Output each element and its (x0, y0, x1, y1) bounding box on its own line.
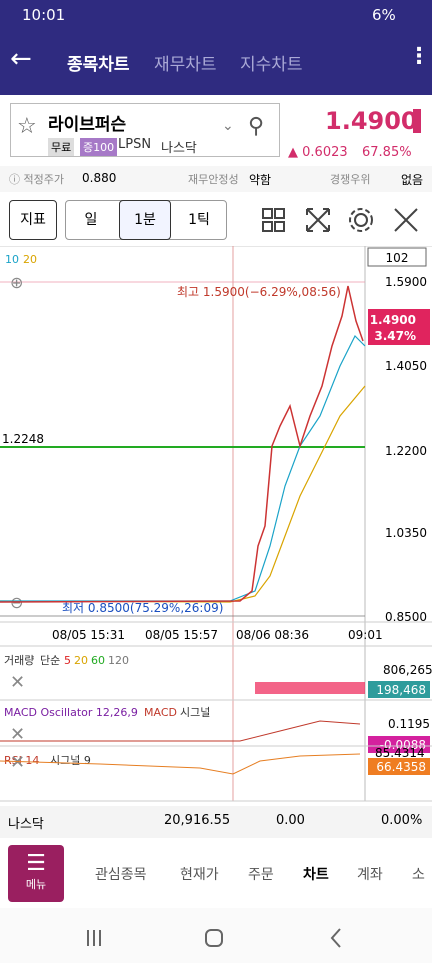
badge: 증100 (80, 138, 118, 156)
header (0, 0, 432, 95)
more[interactable]: ⋮ (408, 44, 430, 69)
ma-label: 10 (5, 253, 19, 266)
badge: 무료 (48, 138, 75, 156)
volume-bars (255, 682, 365, 694)
time: 10:01 (22, 6, 66, 24)
time-tick: 08/06 08:36 (236, 628, 309, 642)
signal-label: 시그널 (180, 706, 210, 719)
macd-max: 0.1195 (388, 717, 430, 731)
period-button[interactable]: 1분 (119, 200, 171, 240)
info-value: 0.880 (82, 171, 117, 185)
line-label: 1.2248 (2, 432, 44, 446)
ma-line (0, 334, 366, 602)
signal-label: 시그널 9 (50, 754, 91, 767)
search-icon[interactable]: ⚲ (248, 114, 265, 139)
count: 102 (386, 251, 409, 265)
rsi-current: 66.4358 (376, 760, 426, 774)
info-label: 경쟁우위 (330, 173, 371, 186)
tab[interactable]: 재무차트 (154, 55, 217, 75)
close-icon[interactable]: ✕ (10, 672, 25, 693)
high-label: 최고 1.5900(−6.29%,08:56) (177, 285, 341, 299)
info-text: 적정주가 (23, 173, 64, 186)
macd-current: -0.0088 (380, 738, 426, 752)
ma-label: 60 (91, 654, 105, 667)
price-line (0, 285, 364, 603)
system-buttons[interactable] (0, 920, 432, 956)
change-value: 0.6023 (302, 145, 348, 160)
volume-current: 198,468 (376, 683, 426, 697)
current-price: 1.4900 (370, 313, 416, 327)
star[interactable]: ☆ (17, 114, 37, 139)
change-pct: 67.85% (362, 145, 412, 160)
time-tick: 09:01 (348, 628, 383, 642)
system-nav (0, 908, 432, 963)
close-icon[interactable]: ✕ (10, 724, 25, 745)
price-tick: 1.4050 (385, 359, 427, 373)
price-tick: 1.5900 (385, 275, 427, 289)
info-label: 재무안정성 (188, 173, 239, 186)
nav-item[interactable]: 차트 (303, 867, 329, 883)
ma-label: 5 (64, 654, 71, 667)
zoom-icon[interactable]: ⊕ (10, 273, 23, 292)
panel-title: MACD Oscillator 12,26,9 (4, 706, 138, 719)
time-tick: 08/05 15:57 (145, 628, 218, 642)
info-value: 없음 (401, 173, 424, 187)
index-value: 20,916.55 (164, 813, 231, 828)
ma-label: 20 (23, 253, 37, 266)
tab[interactable]: 지수차트 (240, 55, 303, 75)
stock-name: 라이브퍼슨 (48, 115, 127, 135)
nav-item[interactable]: 소 (412, 867, 425, 883)
nav-item[interactable]: 현재가 (180, 867, 219, 883)
info-label: ⓘ 적정주가 (9, 173, 64, 186)
price-bar (413, 109, 421, 133)
price-tick: 1.2200 (385, 444, 427, 458)
nav-item[interactable]: 계좌 (357, 867, 383, 883)
change: ▲ 0.6023 (288, 145, 348, 160)
index-pct: 0.00% (381, 813, 423, 828)
market: 나스닥 (161, 141, 197, 156)
current-pct: 3.47% (374, 329, 416, 343)
dropdown[interactable]: ⌄ (222, 118, 234, 134)
close-icon[interactable]: ✕ (10, 752, 25, 773)
nav-item[interactable]: 주문 (248, 867, 274, 883)
macd-line (0, 720, 361, 742)
ma-label: 120 (108, 654, 129, 667)
price: 1.4900 (325, 107, 418, 135)
index-row (0, 806, 432, 838)
panel-kind: 단순 (40, 654, 60, 667)
volume-max: 806,265 (383, 663, 432, 677)
ma-label: 20 (74, 654, 88, 667)
rsi-top: 85.4314 (375, 746, 425, 760)
price-tick: 1.0350 (385, 526, 427, 540)
battery: 6% (372, 6, 396, 24)
period-button[interactable]: 1틱 (188, 212, 210, 228)
menu-button[interactable]: ☰ 메뉴 (8, 845, 64, 902)
info-row (0, 166, 432, 192)
ticker: LPSN (118, 137, 152, 152)
low-label: 최저 0.8500(75.29%,26:09) (62, 601, 223, 615)
time-tick: 08/05 15:31 (52, 628, 125, 642)
chart: 102 10 20 ⊕ ⊖ 1.5900 1.4050 1.2200 1.035… (0, 246, 432, 802)
ma-line (0, 385, 366, 603)
rsi-line (0, 753, 361, 775)
tab[interactable]: 종목차트 (67, 55, 130, 75)
menu-label: 메뉴 (25, 878, 47, 891)
index-change: 0.00 (276, 813, 305, 828)
nav-item[interactable]: 관심종목 (95, 867, 147, 883)
info-value: 약함 (249, 173, 272, 187)
tool-button[interactable]: 지표 (9, 200, 57, 240)
price-tick: 0.8500 (385, 610, 427, 624)
back[interactable]: ← (10, 44, 32, 74)
panel-title: 거래량 (4, 654, 34, 667)
panel-title: RSI 14 (4, 754, 39, 767)
macd-label: MACD (144, 706, 177, 719)
search-box[interactable] (10, 103, 280, 157)
index-name: 나스닥 (8, 817, 44, 832)
tool-icons[interactable] (255, 203, 425, 237)
period-button[interactable]: 일 (84, 212, 98, 228)
